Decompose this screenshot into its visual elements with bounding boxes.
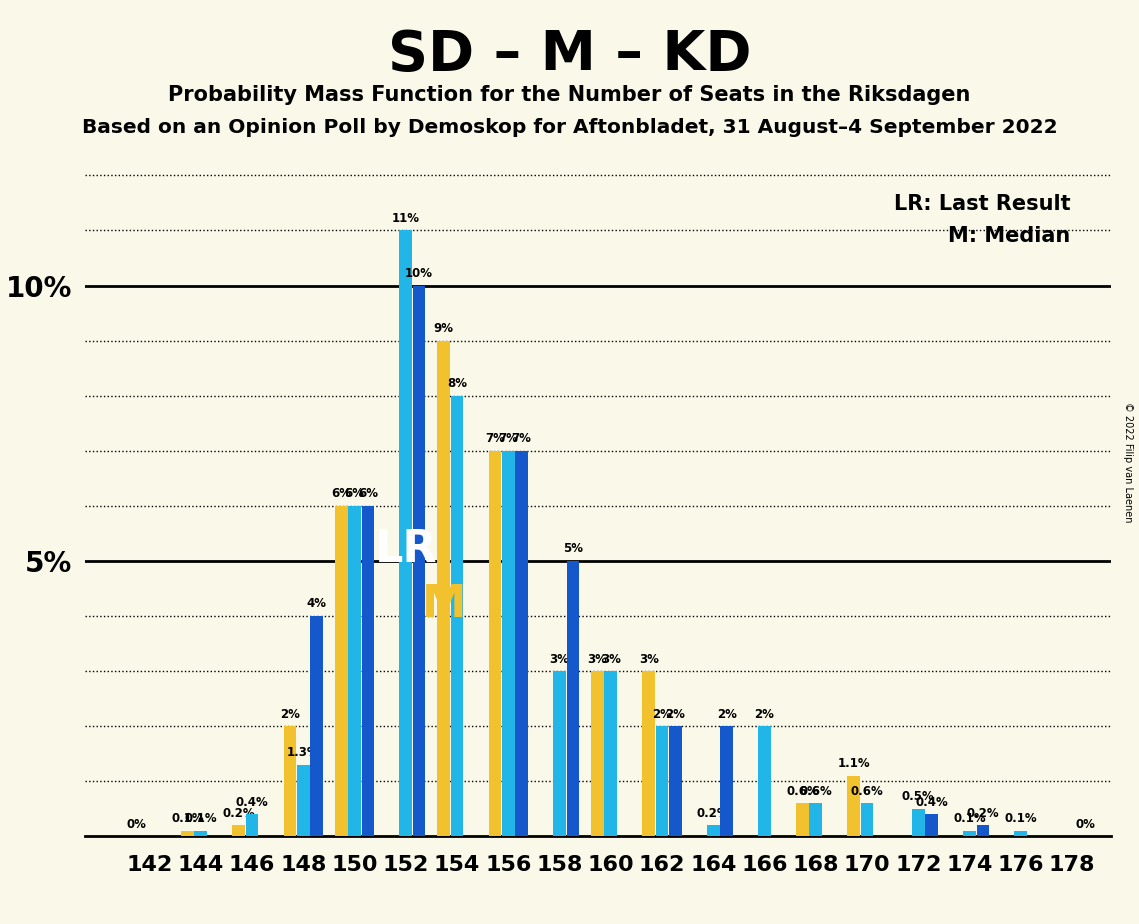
Bar (451, 395, 464, 836)
Bar (246, 814, 259, 836)
Text: 2%: 2% (755, 708, 775, 721)
Text: 10%: 10% (405, 267, 433, 280)
Bar (976, 825, 990, 836)
Text: 0%: 0% (126, 818, 146, 831)
Text: Probability Mass Function for the Number of Seats in the Riksdagen: Probability Mass Function for the Number… (169, 85, 970, 105)
Text: 7%: 7% (511, 432, 532, 445)
Text: 0.6%: 0.6% (800, 784, 833, 797)
Bar (720, 726, 734, 836)
Text: LR: LR (375, 529, 437, 571)
Text: 1.3%: 1.3% (287, 746, 320, 760)
Bar (796, 803, 809, 836)
Text: 0.6%: 0.6% (851, 784, 884, 797)
Text: 3%: 3% (639, 652, 658, 665)
Bar (554, 671, 566, 836)
Text: 2%: 2% (665, 708, 686, 721)
Text: 0.2%: 0.2% (697, 807, 730, 820)
Text: 6%: 6% (358, 487, 378, 500)
Text: LR: Last Result: LR: Last Result (894, 194, 1071, 214)
Bar (437, 341, 450, 836)
Text: M: Median: M: Median (949, 226, 1071, 247)
Bar (181, 831, 194, 836)
Bar (912, 808, 925, 836)
Text: 2%: 2% (653, 708, 672, 721)
Bar (964, 831, 976, 836)
Text: © 2022 Filip van Laenen: © 2022 Filip van Laenen (1123, 402, 1132, 522)
Text: 0.5%: 0.5% (902, 790, 935, 803)
Bar (1015, 831, 1027, 836)
Bar (925, 814, 939, 836)
Bar (847, 775, 860, 836)
Bar (232, 825, 245, 836)
Text: 11%: 11% (392, 212, 420, 225)
Text: M: M (421, 583, 466, 626)
Bar (642, 671, 655, 836)
Bar (707, 825, 720, 836)
Bar (861, 803, 874, 836)
Text: 0%: 0% (1075, 818, 1096, 831)
Text: 9%: 9% (434, 322, 453, 335)
Text: Based on an Opinion Poll by Demoskop for Aftonbladet, 31 August–4 September 2022: Based on an Opinion Poll by Demoskop for… (82, 118, 1057, 138)
Bar (669, 726, 682, 836)
Bar (400, 230, 412, 836)
Bar (349, 505, 361, 836)
Bar (502, 451, 515, 836)
Bar (412, 286, 426, 836)
Text: 0.6%: 0.6% (786, 784, 819, 797)
Bar (195, 831, 207, 836)
Text: 2%: 2% (716, 708, 737, 721)
Text: 7%: 7% (485, 432, 505, 445)
Text: 2%: 2% (280, 708, 300, 721)
Text: 0.1%: 0.1% (171, 812, 204, 825)
Text: 1.1%: 1.1% (837, 757, 870, 770)
Bar (297, 765, 310, 836)
Text: 0.4%: 0.4% (916, 796, 948, 808)
Bar (335, 505, 347, 836)
Text: 6%: 6% (331, 487, 351, 500)
Bar (591, 671, 604, 836)
Text: 0.4%: 0.4% (236, 796, 269, 808)
Bar (566, 561, 580, 836)
Bar (656, 726, 669, 836)
Bar (489, 451, 501, 836)
Text: 6%: 6% (344, 487, 364, 500)
Bar (810, 803, 822, 836)
Bar (361, 505, 375, 836)
Text: 0.1%: 0.1% (953, 812, 986, 825)
Text: 7%: 7% (499, 432, 518, 445)
Text: 0.1%: 0.1% (185, 812, 218, 825)
Text: 0.2%: 0.2% (967, 807, 999, 820)
Bar (284, 726, 296, 836)
Bar (605, 671, 617, 836)
Bar (515, 451, 528, 836)
Text: 3%: 3% (601, 652, 621, 665)
Text: SD – M – KD: SD – M – KD (387, 28, 752, 81)
Text: 0.1%: 0.1% (1005, 812, 1038, 825)
Bar (310, 616, 323, 836)
Text: 3%: 3% (550, 652, 570, 665)
Text: 5%: 5% (563, 542, 583, 555)
Text: 3%: 3% (588, 652, 607, 665)
Text: 0.2%: 0.2% (222, 807, 255, 820)
Text: 4%: 4% (306, 598, 327, 611)
Bar (759, 726, 771, 836)
Text: 8%: 8% (446, 377, 467, 390)
